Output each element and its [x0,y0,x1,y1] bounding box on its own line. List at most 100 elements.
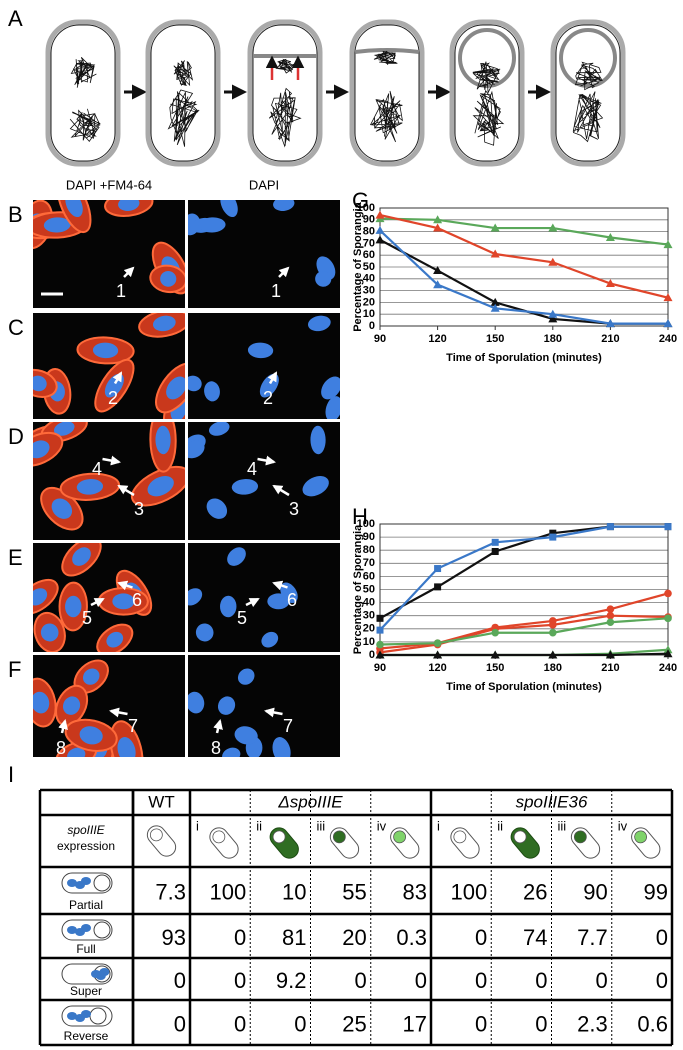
x-tick-label: 120 [428,333,446,345]
forespore [573,830,587,844]
row-icon-dna [67,1012,77,1020]
marker [490,303,500,312]
marker [490,650,500,659]
series-line [379,614,669,654]
table-value: 26 [523,879,547,904]
nucleoid [51,498,73,519]
table-value: 0 [475,925,487,950]
nucleoid [72,547,91,566]
row-label: Reverse [64,1029,109,1043]
marker [606,523,614,531]
y-tick-label: 30 [363,285,375,297]
pointer-arrow [272,484,290,497]
marker [663,293,673,302]
marker [376,614,384,622]
cells [188,547,298,648]
table-value: 0 [475,1011,487,1036]
x-axis-title: Time of Sporulation (minutes) [446,681,602,693]
nucleoid [147,476,174,497]
chromosome [472,89,505,146]
cell [349,19,425,167]
cell-number: 4 [92,459,102,479]
panel-letter: I [8,762,14,787]
cells [188,315,340,419]
pointer-arrow [102,455,121,466]
nucleoid [310,425,326,455]
y-tick-label: 0 [369,320,375,332]
y-tick-label: 60 [363,249,375,261]
y-tick-label: 40 [363,273,375,285]
nucleoid [231,479,259,495]
cell-inner [150,24,216,162]
table-value: 2.3 [577,1011,608,1036]
table-value: 7.7 [577,925,608,950]
cell-number: 7 [283,716,293,736]
nucleoid [195,623,214,642]
marker [433,223,443,232]
pointer-arrow [257,455,276,466]
marker [491,538,499,546]
nucleoid [53,422,75,436]
micrograph [188,200,340,308]
x-tick-label: 90 [374,662,386,674]
marker [375,235,385,244]
panel-letter: H [352,504,368,529]
expression-icon [329,827,360,859]
expression-label: spoIIIE [67,823,105,837]
nucleoid [65,595,82,618]
chromosome [167,89,200,147]
nucleoid [217,696,236,715]
cell-inner [252,24,318,162]
cell-number: 7 [128,716,138,736]
marker [548,314,558,323]
pointer-arrow [90,597,105,608]
chromosome [572,91,604,143]
cell-outline [329,827,360,859]
nucleoid [315,270,332,287]
expression-label: expression [57,839,115,853]
marker [605,650,615,659]
forespore [212,830,226,844]
series-line [379,617,669,646]
marker [606,611,615,620]
table-value: 0 [656,925,668,950]
cell-inner [50,24,116,162]
nucleoid [43,217,71,233]
cell-number: 5 [237,608,247,628]
nucleoid [82,668,100,685]
x-tick-label: 240 [659,333,677,345]
cell-number: 3 [134,499,144,519]
x-tick-label: 210 [601,662,619,674]
table-value: 0 [415,968,427,993]
pointer-arrow [117,484,135,497]
y-tick-label: 90 [363,214,375,226]
cell-outline [209,827,239,859]
table-value: 0.3 [396,925,427,950]
x-tick-label: 120 [428,662,446,674]
marker [376,640,384,649]
cell-outline [390,827,420,859]
nucleoid [79,726,103,745]
forespore [272,830,286,844]
table-value: 0 [234,925,246,950]
table-value: 7.3 [155,879,186,904]
forespore [332,830,346,844]
y-axis-title: Percentage of Sporangia [352,201,364,331]
pointer-arrow [213,719,223,734]
expression-icon [209,827,239,859]
cell-number: 5 [82,608,92,628]
chromosome [275,58,294,74]
marker [375,650,385,659]
cells [188,422,329,519]
nucleoid [273,200,295,211]
panel-letter: F [8,657,21,682]
nucleoid [33,691,50,714]
row-icon-forespore [93,874,111,892]
nucleoid [117,737,136,757]
marker [491,548,499,556]
subcolumn-label: i [437,818,440,833]
nucleoid [67,747,86,757]
marker [376,626,384,634]
table-value: 0 [656,968,668,993]
